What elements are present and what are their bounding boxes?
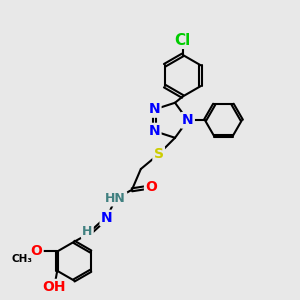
Text: N: N [148,124,160,138]
Text: O: O [31,244,42,259]
Text: Cl: Cl [175,32,191,47]
Text: O: O [145,180,157,194]
Text: N: N [148,102,160,116]
Text: OH: OH [43,280,66,294]
Text: N: N [101,211,112,225]
Text: N: N [182,113,194,127]
Text: CH₃: CH₃ [11,254,32,264]
Text: H: H [82,225,92,238]
Text: HN: HN [105,192,126,205]
Text: S: S [154,147,164,161]
